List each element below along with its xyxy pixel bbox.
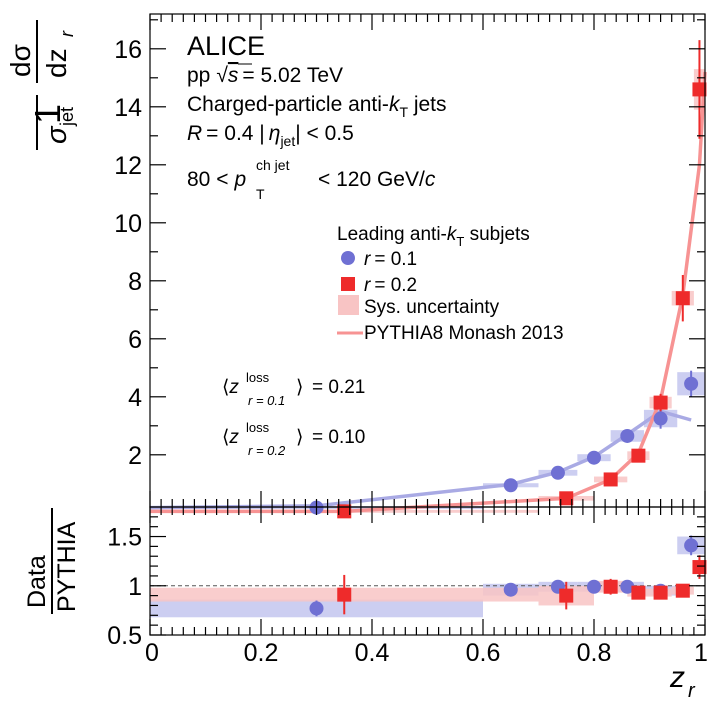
radius-label: R = 0.4 | ηjet| < 0.5 bbox=[187, 122, 354, 149]
legend-r01-label: r = 0.1 bbox=[364, 249, 417, 270]
legend-r01-marker bbox=[341, 251, 355, 265]
top-r01-point bbox=[503, 478, 518, 493]
legend-r02-label: r = 0.2 bbox=[364, 275, 417, 296]
ratio-r02-point bbox=[653, 585, 668, 600]
ratio-y-tick-label: 1.5 bbox=[107, 524, 142, 552]
legend-title: Leading anti-kT subjets bbox=[337, 224, 530, 249]
ratio-r02-point bbox=[692, 560, 707, 575]
svg-text:⟩: ⟩ bbox=[296, 427, 303, 448]
svg-text:< 120 GeV/c: < 120 GeV/c bbox=[318, 168, 436, 191]
top-y-axis-label: 1 σ jet dσ dz r bbox=[5, 20, 77, 150]
legend-sys-marker bbox=[338, 295, 359, 315]
top-r02-point bbox=[603, 472, 618, 487]
y-tick-label: 14 bbox=[114, 94, 142, 122]
svg-text:σ: σ bbox=[41, 125, 73, 144]
svg-text:r: r bbox=[688, 680, 696, 702]
svg-text:PYTHIA: PYTHIA bbox=[53, 521, 81, 612]
experiment-label: ALICE bbox=[187, 31, 265, 61]
y-tick-label: 10 bbox=[114, 210, 142, 238]
y-tick-label: 8 bbox=[128, 268, 142, 296]
svg-text:jet: jet bbox=[57, 107, 77, 127]
svg-text:⟨z: ⟨z bbox=[222, 427, 239, 448]
svg-text:dz: dz bbox=[41, 48, 72, 78]
svg-text:Data: Data bbox=[23, 555, 51, 608]
y-tick-label: 4 bbox=[128, 384, 142, 412]
svg-text:dσ: dσ bbox=[5, 44, 36, 77]
top-data-points bbox=[309, 40, 707, 519]
y-tick-label: 2 bbox=[128, 442, 142, 470]
svg-text:r: r bbox=[57, 30, 77, 37]
svg-text:80 <p: 80 < p bbox=[187, 168, 246, 191]
legend-r02-marker bbox=[341, 277, 355, 291]
svg-text:= 0.10: = 0.10 bbox=[312, 427, 365, 448]
top-r02-point bbox=[559, 491, 574, 506]
ratio-r02-point bbox=[675, 583, 690, 598]
ratio-y-axis-label: Data PYTHIA bbox=[23, 508, 81, 614]
x-tick-label: 0.4 bbox=[355, 639, 390, 667]
svg-text:⟩: ⟩ bbox=[296, 377, 303, 398]
y-tick-label: 12 bbox=[114, 152, 142, 180]
x-tick-label: 0 bbox=[145, 639, 159, 667]
legend-sys-label: Sys. uncertainty bbox=[364, 297, 500, 318]
top-r02-point bbox=[337, 504, 352, 519]
top-r01-point bbox=[587, 450, 601, 465]
svg-text:T: T bbox=[256, 186, 265, 202]
x-axis-label: z r bbox=[669, 661, 696, 702]
svg-text:z: z bbox=[669, 661, 685, 694]
ratio-r02-point bbox=[559, 588, 574, 603]
ratio-r02-point bbox=[337, 587, 352, 602]
svg-text:loss: loss bbox=[246, 370, 270, 385]
zloss-annotation-r01: ⟨z loss r = 0.1 ⟩ = 0.21 bbox=[222, 370, 365, 408]
top-r02-point bbox=[653, 395, 668, 410]
top-r02-point bbox=[675, 291, 690, 306]
ratio-r01-point bbox=[587, 579, 601, 594]
legend: Leading anti-kT subjets r = 0.1 r = 0.2 Sy… bbox=[337, 224, 564, 344]
svg-text:ch jet: ch jet bbox=[256, 157, 290, 173]
svg-text:loss: loss bbox=[246, 420, 270, 435]
x-tick-label: 0.2 bbox=[244, 639, 279, 667]
ratio-sys-bands bbox=[150, 536, 705, 618]
zloss-annotation-r02: ⟨z loss r = 0.2 ⟩ = 0.10 bbox=[222, 420, 365, 458]
x-tick-label: 0.8 bbox=[577, 639, 612, 667]
ratio-r01-point bbox=[503, 582, 518, 597]
y-tick-label: 16 bbox=[114, 36, 142, 64]
svg-text:r = 0.1: r = 0.1 bbox=[248, 393, 285, 408]
top-r02-point bbox=[631, 448, 646, 463]
top-r01-point bbox=[550, 465, 565, 480]
svg-text:r = 0.2: r = 0.2 bbox=[248, 443, 286, 458]
jets-label: Charged-particle anti-kT jets bbox=[187, 93, 447, 120]
ratio-y-tick-label: 1 bbox=[128, 573, 142, 601]
ratio-r02-point bbox=[631, 585, 646, 600]
ratio-axes: 0.5 1 1.5 0 0.2 0.4 0.6 0.8 1 bbox=[107, 506, 707, 667]
top-r02-point bbox=[692, 82, 707, 97]
top-panel-frame bbox=[150, 14, 705, 507]
ratio-y-tick-label: 0.5 bbox=[107, 622, 142, 650]
ratio-r01-point bbox=[684, 538, 699, 553]
x-tick-label: 1 bbox=[694, 639, 707, 667]
collision-label: pp √s = 5.02 TeV bbox=[187, 64, 343, 87]
ratio-data-points bbox=[309, 535, 707, 617]
svg-text:pp√s= 5.02 TeV: pp √s = 5.02 TeV bbox=[187, 64, 343, 87]
svg-text:⟨z: ⟨z bbox=[222, 377, 239, 398]
top-r01-point bbox=[684, 376, 699, 391]
ratio-r01-point bbox=[620, 579, 635, 594]
svg-text:= 0.21: = 0.21 bbox=[312, 377, 365, 398]
ratio-r02-point bbox=[603, 579, 618, 594]
ratio-r01-point bbox=[309, 601, 324, 616]
top-r01-point bbox=[653, 411, 668, 426]
pt-range-label: 80 < p ch jet T < 120 GeV/c bbox=[187, 157, 436, 202]
top-r01-point bbox=[620, 428, 635, 443]
x-tick-label: 0.6 bbox=[466, 639, 501, 667]
legend-pythia-label: PYTHIA8 Monash 2013 bbox=[364, 323, 564, 344]
y-tick-label: 6 bbox=[128, 326, 142, 354]
